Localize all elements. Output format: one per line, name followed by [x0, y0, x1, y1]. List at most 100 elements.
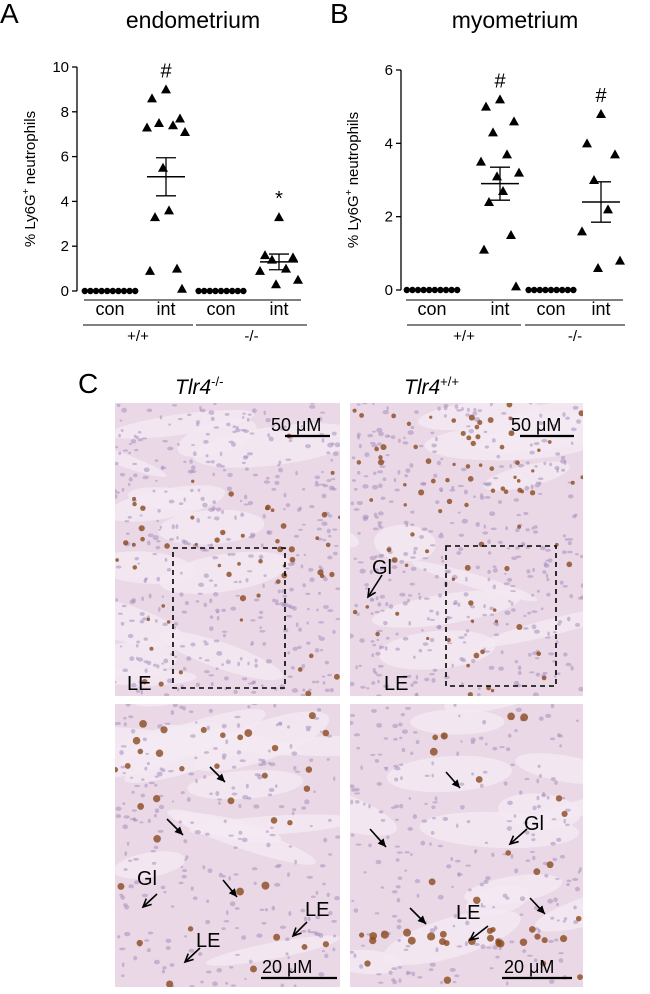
cell-nucleus [218, 872, 223, 878]
cell-nucleus [543, 563, 550, 568]
cell-nucleus [515, 528, 520, 533]
cell-nucleus [238, 803, 242, 809]
stained-neutrophil [139, 720, 147, 728]
cell-nucleus [514, 728, 518, 733]
cell-nucleus [115, 494, 118, 499]
cell-nucleus [225, 659, 231, 665]
cell-nucleus [285, 952, 289, 956]
cell-nucleus [300, 564, 304, 569]
cell-nucleus [157, 606, 161, 612]
cell-nucleus [148, 781, 155, 785]
cell-nucleus [534, 465, 538, 468]
cell-nucleus [176, 536, 179, 540]
cell-nucleus [477, 693, 481, 696]
cell-nucleus [392, 723, 399, 729]
y-tick-label: 6 [385, 62, 393, 79]
le-label-top-right: LE [384, 673, 409, 695]
cell-nucleus [537, 477, 544, 481]
cell-nucleus [139, 612, 145, 616]
stained-neutrophil [407, 936, 416, 945]
cell-nucleus [427, 530, 434, 533]
cell-nucleus [203, 775, 207, 779]
cell-nucleus [202, 502, 208, 508]
open-arrow-shaft [292, 921, 308, 937]
cell-nucleus [359, 568, 366, 574]
cell-nucleus [130, 439, 137, 444]
cell-nucleus [161, 662, 165, 665]
cell-nucleus [268, 761, 271, 765]
cell-nucleus [391, 565, 398, 570]
cell-nucleus [265, 659, 273, 664]
cell-nucleus [262, 583, 265, 589]
tissue-streak [479, 606, 583, 647]
cell-nucleus [397, 919, 402, 923]
cell-nucleus [376, 973, 382, 976]
cell-nucleus [187, 413, 192, 417]
cell-nucleus [319, 432, 324, 436]
cell-nucleus [531, 610, 538, 613]
cell-nucleus [208, 579, 214, 582]
category-label: con [206, 299, 235, 319]
stained-neutrophil [425, 549, 430, 554]
cell-nucleus [231, 765, 237, 769]
micrograph-wildtype-low-mag [350, 403, 583, 696]
cell-nucleus [523, 627, 529, 630]
cell-nucleus [119, 947, 126, 951]
cell-nucleus [487, 539, 491, 544]
cell-nucleus [153, 814, 157, 818]
cell-nucleus [131, 598, 137, 603]
cell-nucleus [539, 413, 543, 418]
cell-nucleus [424, 802, 428, 806]
stained-neutrophil [377, 459, 385, 466]
cell-nucleus [221, 874, 226, 878]
cell-nucleus [216, 463, 222, 468]
cell-nucleus [121, 407, 127, 413]
stained-neutrophil [486, 927, 494, 934]
stained-neutrophil [531, 469, 535, 473]
cell-nucleus [276, 863, 282, 867]
cell-nucleus [556, 672, 561, 676]
stained-neutrophil [275, 579, 281, 584]
stained-neutrophil [240, 533, 245, 538]
cell-nucleus [328, 853, 333, 856]
cell-nucleus [451, 485, 455, 490]
cell-nucleus [413, 550, 417, 555]
cell-nucleus [198, 656, 202, 660]
cell-nucleus [309, 758, 314, 762]
cell-nucleus [429, 618, 436, 621]
cell-nucleus [227, 472, 233, 477]
data-point-triangle [274, 212, 284, 222]
cell-nucleus [242, 412, 247, 415]
stained-neutrophil [190, 515, 195, 520]
cell-nucleus [283, 425, 287, 429]
cell-nucleus [287, 651, 291, 655]
stained-neutrophil [226, 571, 232, 578]
cell-nucleus [120, 745, 127, 748]
cell-nucleus [484, 650, 490, 653]
pointer-arrow-head [216, 773, 225, 782]
cell-nucleus [383, 684, 390, 689]
stained-neutrophil [489, 466, 495, 472]
data-point-triangle [577, 226, 587, 236]
tissue-streak [477, 410, 583, 454]
cell-nucleus [287, 956, 290, 960]
cell-nucleus [194, 721, 198, 724]
stained-neutrophil [250, 965, 257, 973]
micrograph-image [115, 704, 340, 987]
cell-nucleus [292, 808, 297, 812]
cell-nucleus [327, 609, 334, 613]
cell-nucleus [302, 688, 306, 692]
cell-nucleus [485, 876, 491, 881]
genotype-right-sup: +/+ [440, 374, 459, 389]
cell-nucleus [233, 580, 238, 584]
cell-nucleus [319, 483, 326, 486]
data-point-triangle [164, 205, 174, 215]
cell-nucleus [178, 881, 184, 885]
stained-neutrophil [429, 415, 433, 419]
cell-nucleus [118, 612, 123, 615]
cell-nucleus [258, 758, 263, 762]
data-point-triangle [172, 263, 182, 273]
cell-nucleus [115, 806, 122, 811]
cell-nucleus [263, 480, 271, 484]
cell-nucleus [259, 908, 265, 912]
